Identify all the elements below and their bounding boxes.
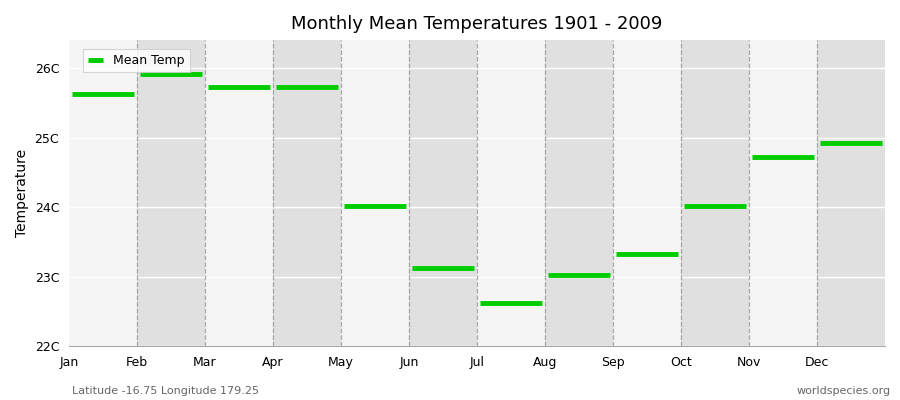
Text: Latitude -16.75 Longitude 179.25: Latitude -16.75 Longitude 179.25 — [72, 386, 259, 396]
Mean Temp — [128, 92, 139, 97]
Bar — [545, 40, 613, 346]
Title: Monthly Mean Temperatures 1901 - 2009: Monthly Mean Temperatures 1901 - 2009 — [292, 15, 662, 33]
Bar — [749, 40, 817, 346]
Bar — [273, 40, 341, 346]
Bar — [341, 40, 409, 346]
Bar — [613, 40, 681, 346]
Bar — [409, 40, 477, 346]
Bar — [477, 40, 545, 346]
Legend: Mean Temp: Mean Temp — [84, 50, 190, 72]
Bar — [205, 40, 273, 346]
Bar — [817, 40, 885, 346]
Bar — [137, 40, 205, 346]
Y-axis label: Temperature: Temperature — [15, 149, 29, 237]
Bar — [681, 40, 749, 346]
Mean Temp — [67, 92, 77, 97]
Text: worldspecies.org: worldspecies.org — [796, 386, 891, 396]
Bar — [69, 40, 137, 346]
